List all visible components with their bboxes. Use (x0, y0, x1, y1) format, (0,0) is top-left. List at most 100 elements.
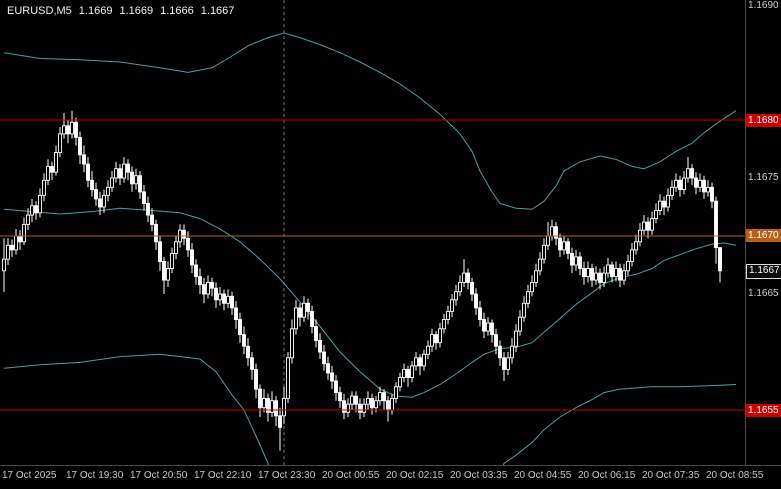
candle-body-bear (86, 163, 90, 181)
ohlc-close-value: 1.1667 (200, 5, 235, 17)
candle-body-bull (658, 200, 662, 211)
candle-body-bear (182, 229, 186, 239)
candle-body-bull (262, 397, 266, 409)
candle-body-bear (154, 223, 158, 243)
candle-body-bull (626, 261, 630, 272)
time-scale-label: 17 Oct 22:10 (194, 470, 252, 481)
candle-body-bear (318, 339, 322, 353)
candle-body-bull (206, 281, 210, 295)
candle-body-bear (558, 237, 562, 251)
candle-body-bull (486, 322, 490, 332)
candle-body-bear (418, 357, 422, 367)
candle-body-bull (286, 357, 290, 399)
candle-body-bull (54, 152, 58, 173)
candle-body-bull (62, 125, 66, 135)
candle-body-bear (214, 287, 218, 301)
candle-body-bear (150, 214, 154, 225)
candle-body-bear (82, 154, 86, 165)
candle-body-bear (570, 252, 574, 266)
candle-body-bull (458, 281, 462, 293)
candle-body-bull (454, 291, 458, 301)
candle-body-bear (482, 319, 486, 332)
candle-body-bear (502, 357, 506, 370)
candle-body-bull (442, 319, 446, 330)
candle-body-bull (542, 244, 546, 260)
candle-body-bull (166, 268, 170, 281)
candle-body-bear (330, 372, 334, 382)
bid-price-badge: 1.1667 (746, 264, 781, 279)
candle-body-bear (130, 171, 134, 185)
candle-body-bull (70, 121, 74, 135)
price-scale-label: 1.1675 (748, 172, 779, 183)
candle-body-bear (678, 179, 682, 191)
candle-body-bull (134, 175, 138, 185)
candle-body-bull (654, 210, 658, 220)
candle-body-bear (598, 272, 602, 283)
candle-body-bear (610, 264, 614, 278)
candle-body-bear (382, 392, 386, 402)
candle-body-bear (718, 247, 722, 272)
time-scale-label: 20 Oct 06:15 (578, 470, 636, 481)
candle-body-bear (358, 403, 362, 413)
candle-body-bear (238, 319, 242, 336)
candle-body-bear (710, 186, 714, 202)
candle-body-bull (630, 249, 634, 262)
candle-body-bull (538, 258, 542, 272)
candle-body-bull (450, 299, 454, 312)
candle-body-bear (690, 168, 694, 179)
candle-body-bull (686, 168, 690, 179)
candle-body-bear (194, 264, 198, 278)
ohlc-open-value: 1.1669 (78, 5, 113, 17)
candle-body-bear (618, 268, 622, 281)
candle-body-bear (94, 189, 98, 200)
candle-body-bull (346, 403, 350, 413)
candle-body-bull (446, 310, 450, 320)
candle-body-bear (118, 168, 122, 179)
candle-body-bear (478, 307, 482, 320)
candle-body-bull (534, 270, 538, 283)
candle-body-bull (170, 252, 174, 269)
chart-symbol-title: EURUSD,M5 1.1669 1.1669 1.1666 1.1667 (7, 5, 241, 17)
candle-body-bear (646, 221, 650, 231)
candle-body-bull (506, 357, 510, 370)
candle-body-bull (670, 186, 674, 196)
candle-body-bull (586, 268, 590, 278)
candle-body-bull (378, 392, 382, 402)
candle-body-bear (198, 276, 202, 286)
candle-body-bear (470, 281, 474, 295)
ohlc-high-value: 1.1669 (119, 5, 154, 17)
candle-body-bull (122, 163, 126, 179)
candle-body-bear (162, 261, 166, 281)
candle-body-bull (174, 241, 178, 254)
candle-body-bear (90, 179, 94, 191)
candle-body-bull (422, 353, 426, 367)
candle-body-bull (462, 272, 466, 283)
time-scale-label: 17 Oct 23:30 (258, 470, 316, 481)
time-scale-label: 17 Oct 20:50 (130, 470, 188, 481)
candlestick-series (2, 110, 722, 451)
candle-body-bear (186, 237, 190, 251)
candle-body-bull (650, 218, 654, 231)
candle-body-bear (250, 357, 254, 370)
candle-body-bull (530, 281, 534, 293)
candle-body-bull (294, 307, 298, 330)
candle-body-bull (42, 179, 46, 196)
time-scale-label: 20 Oct 02:15 (386, 470, 444, 481)
candle-body-bear (274, 400, 278, 417)
candle-body-bear (566, 241, 570, 254)
price-scale-label: 1.1665 (748, 288, 779, 299)
candle-body-bear (338, 392, 342, 402)
candle-body-bear (694, 177, 698, 188)
candle-body-bull (426, 345, 430, 355)
level-price-badge: 1.1670 (746, 229, 781, 242)
candle-body-bear (138, 175, 142, 193)
candle-body-bear (266, 397, 270, 413)
candle-body-bull (26, 214, 30, 225)
level-price-badge: 1.1680 (746, 114, 781, 127)
candle-body-bear (370, 397, 374, 409)
symbol-period-label: EURUSD,M5 (7, 5, 72, 17)
